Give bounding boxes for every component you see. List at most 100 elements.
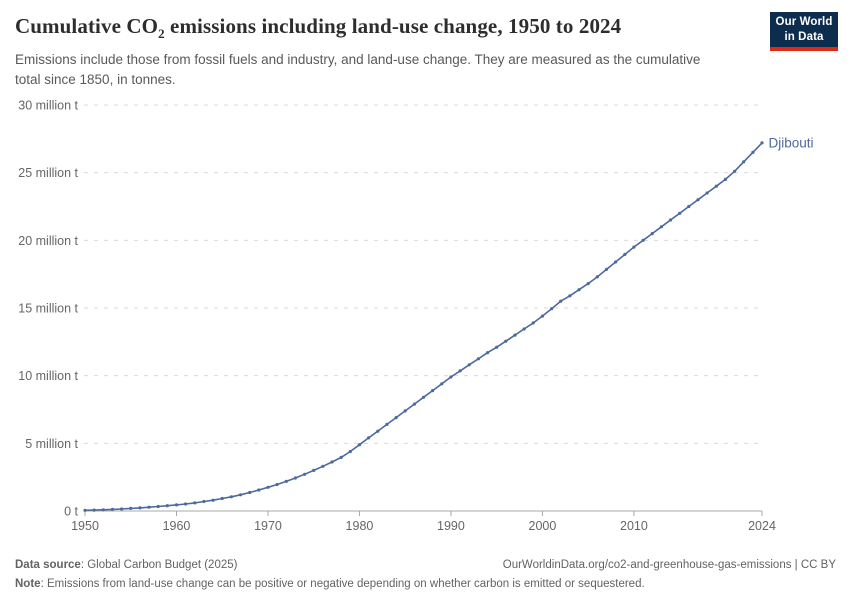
entity-label[interactable]: Djibouti (769, 135, 814, 150)
y-tick-label: 0 t (64, 505, 78, 519)
data-point[interactable] (403, 409, 407, 413)
data-point[interactable] (339, 455, 343, 459)
chart-subtitle: Emissions include those from fossil fuel… (15, 52, 701, 87)
data-point[interactable] (431, 389, 435, 393)
data-point[interactable] (266, 485, 270, 489)
data-point[interactable] (348, 449, 352, 454)
data-point[interactable] (211, 498, 215, 502)
data-point[interactable] (485, 351, 490, 355)
data-point[interactable] (742, 160, 746, 164)
data-point[interactable] (275, 482, 279, 487)
data-point[interactable] (458, 369, 462, 373)
canonical-url[interactable]: OurWorldinData.org/co2-and-greenhouse-ga… (502, 559, 836, 571)
data-point[interactable] (540, 314, 545, 318)
data-point[interactable] (376, 429, 380, 433)
data-point[interactable] (641, 238, 645, 242)
x-tick-label: 2000 (529, 519, 557, 533)
logo-line1: Our World (775, 16, 833, 29)
data-point[interactable] (394, 416, 398, 420)
data-point[interactable] (760, 141, 764, 145)
data-point[interactable] (367, 436, 371, 440)
y-tick-label: 25 million t (18, 166, 78, 180)
data-point[interactable] (687, 204, 691, 209)
x-tick-label: 1990 (437, 519, 465, 533)
x-tick-label: 1970 (254, 519, 282, 533)
data-source: Data source: Global Carbon Budget (2025) (15, 559, 237, 571)
data-point[interactable] (312, 468, 316, 472)
data-point[interactable] (202, 499, 206, 504)
data-point[interactable] (733, 169, 737, 173)
data-point[interactable] (238, 493, 243, 497)
data-point[interactable] (632, 245, 636, 249)
data-point[interactable] (659, 225, 664, 229)
data-point[interactable] (705, 191, 709, 195)
x-tick-label: 2024 (748, 519, 776, 533)
data-point[interactable] (504, 339, 508, 343)
data-point[interactable] (248, 490, 252, 495)
data-point[interactable] (357, 443, 362, 447)
data-source-text: : Global Carbon Budget (2025) (80, 559, 238, 571)
note-label: Note (15, 578, 41, 590)
data-point[interactable] (623, 252, 627, 257)
data-point[interactable] (604, 267, 609, 271)
data-point[interactable] (156, 504, 160, 509)
data-point[interactable] (467, 363, 471, 367)
data-point[interactable] (293, 476, 297, 480)
data-point[interactable] (577, 288, 581, 292)
data-point[interactable] (513, 333, 517, 337)
owid-logo[interactable]: Our World in Data (770, 12, 838, 51)
series-line[interactable] (84, 142, 763, 512)
data-point[interactable] (110, 507, 114, 511)
data-point[interactable] (595, 275, 599, 279)
data-point[interactable] (101, 508, 105, 512)
y-tick-label: 15 million t (18, 302, 78, 316)
data-point[interactable] (440, 382, 444, 386)
data-point[interactable] (522, 327, 526, 331)
data-point[interactable] (568, 294, 572, 298)
data-point[interactable] (614, 260, 618, 264)
data-point[interactable] (385, 422, 389, 426)
data-point[interactable] (184, 502, 188, 506)
data-point[interactable] (531, 321, 535, 325)
data-point[interactable] (257, 488, 261, 492)
data-point[interactable] (129, 506, 133, 510)
data-point[interactable] (138, 506, 142, 510)
data-point[interactable] (229, 495, 233, 499)
note-text: : Emissions from land-use change can be … (40, 578, 645, 590)
data-point[interactable] (92, 508, 96, 512)
x-tick-label: 1950 (71, 519, 99, 533)
data-point[interactable] (165, 504, 169, 508)
data-point[interactable] (120, 507, 124, 511)
data-point[interactable] (751, 150, 755, 154)
data-point[interactable] (83, 508, 87, 512)
data-point[interactable] (696, 198, 700, 202)
data-point[interactable] (476, 357, 480, 361)
data-point[interactable] (678, 211, 682, 215)
data-point[interactable] (193, 501, 197, 505)
data-point[interactable] (650, 232, 654, 236)
data-point[interactable] (495, 345, 499, 349)
y-tick-label: 20 million t (18, 234, 78, 248)
data-point[interactable] (586, 282, 590, 286)
data-point[interactable] (330, 460, 334, 464)
series-markers[interactable] (83, 141, 764, 512)
data-point[interactable] (714, 184, 718, 188)
data-point[interactable] (550, 307, 554, 311)
x-axis: 1950 1960 1970 1980 1990 2000 2010 2024 (71, 511, 776, 533)
data-point[interactable] (284, 479, 288, 483)
data-point[interactable] (412, 402, 416, 406)
data-point[interactable] (559, 299, 563, 303)
y-tick-label: 5 million t (25, 437, 78, 451)
data-point[interactable] (174, 503, 179, 507)
x-tick-label: 1980 (346, 519, 374, 533)
data-point[interactable] (668, 218, 673, 222)
y-tick-label: 30 million t (18, 99, 78, 113)
data-point[interactable] (449, 375, 453, 379)
data-point[interactable] (147, 505, 151, 509)
data-point[interactable] (220, 496, 224, 501)
data-point[interactable] (321, 464, 325, 468)
data-point[interactable] (723, 177, 728, 181)
data-point[interactable] (303, 472, 307, 476)
data-point[interactable] (421, 395, 426, 399)
